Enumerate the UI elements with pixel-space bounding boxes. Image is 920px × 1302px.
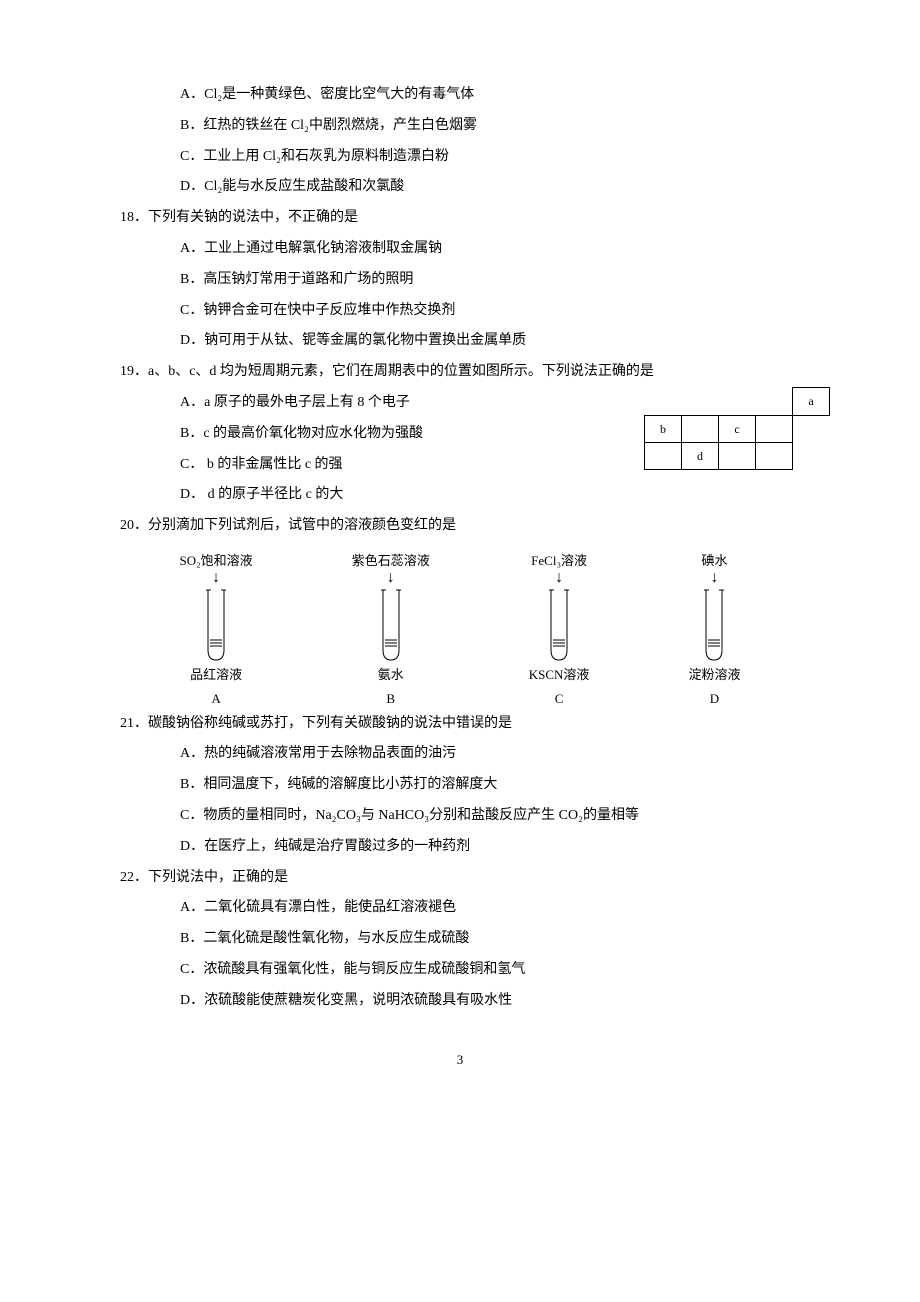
pt-empty xyxy=(719,388,756,415)
pt-empty xyxy=(645,388,682,415)
pt-cell-empty xyxy=(719,442,756,469)
tube-d-bottom-label: 淀粉溶液 xyxy=(688,666,740,684)
pt-cell-b: b xyxy=(645,415,682,442)
q22: 22．下列说法中，正确的是 A．二氧化硫具有漂白性，能使品红溶液褪色 B．二氧化… xyxy=(90,863,830,1017)
arrow-down-icon: ↓ xyxy=(710,570,718,586)
q21-option-c: C．物质的量相同时，Na₂CO₃与 NaHCO₃分别和盐酸反应产生 CO₂的量相… xyxy=(90,801,830,832)
pt-cell-c: c xyxy=(719,415,756,442)
q22-option-d: D．浓硫酸能使蔗糖炭化变黑，说明浓硫酸具有吸水性 xyxy=(90,986,830,1017)
pt-empty xyxy=(756,388,793,415)
test-tube-icon xyxy=(701,588,727,664)
q20-stem: 20．分别滴加下列试剂后，试管中的溶液颜色变红的是 xyxy=(120,511,830,542)
tube-d-top-label: 碘水 xyxy=(701,552,727,570)
tube-b-bottom-label: 氨水 xyxy=(378,666,404,684)
q17-options: A．Cl₂是一种黄绿色、密度比空气大的有毒气体 B．红热的铁丝在 Cl₂中剧烈燃… xyxy=(90,80,830,203)
q17-option-a: A．Cl₂是一种黄绿色、密度比空气大的有毒气体 xyxy=(90,80,830,111)
page-number: 3 xyxy=(90,1046,830,1075)
q21-option-d: D．在医疗上，纯碱是治疗胃酸过多的一种药剂 xyxy=(90,832,830,863)
tube-b-letter: B xyxy=(386,690,395,708)
tube-b-top-label: 紫色石蕊溶液 xyxy=(352,552,430,570)
pt-cell-a: a xyxy=(793,388,830,415)
q22-stem: 22．下列说法中，正确的是 xyxy=(120,863,830,894)
tube-b: 紫色石蕊溶液 ↓ 氨水 B xyxy=(352,552,430,709)
q18-option-d: D．钠可用于从钛、铌等金属的氯化物中置换出金属单质 xyxy=(90,326,830,357)
tube-a: SO₂饱和溶液 ↓ 品红溶液 A xyxy=(180,552,253,709)
q17-option-d: D．Cl₂能与水反应生成盐酸和次氯酸 xyxy=(90,172,830,203)
arrow-down-icon: ↓ xyxy=(387,570,395,586)
q18-stem: 18．下列有关钠的说法中，不正确的是 xyxy=(120,203,830,234)
pt-cell-d: d xyxy=(682,442,719,469)
q18-option-a: A．工业上通过电解氯化钠溶液制取金属钠 xyxy=(90,234,830,265)
test-tube-icon xyxy=(546,588,572,664)
test-tube-icon xyxy=(378,588,404,664)
q20: 20．分别滴加下列试剂后，试管中的溶液颜色变红的是 SO₂饱和溶液 ↓ 品红溶液… xyxy=(90,511,830,708)
q21-option-a: A．热的纯碱溶液常用于去除物品表面的油污 xyxy=(90,739,830,770)
tube-c-top-label: FeCl₃溶液 xyxy=(531,552,587,570)
tube-a-top-label: SO₂饱和溶液 xyxy=(180,552,253,570)
q19-option-d: D． d 的原子半径比 c 的大 xyxy=(90,480,830,511)
q18-option-b: B．高压钠灯常用于道路和广场的照明 xyxy=(90,265,830,296)
arrow-down-icon: ↓ xyxy=(212,570,220,586)
pt-cell-empty xyxy=(682,415,719,442)
tube-c-letter: C xyxy=(555,690,564,708)
q21: 21．碳酸钠俗称纯碱或苏打，下列有关碳酸钠的说法中错误的是 A．热的纯碱溶液常用… xyxy=(90,709,830,863)
q18-option-c: C．钠钾合金可在快中子反应堆中作热交换剂 xyxy=(90,296,830,327)
q22-option-c: C．浓硫酸具有强氧化性，能与铜反应生成硫酸铜和氢气 xyxy=(90,955,830,986)
q18: 18．下列有关钠的说法中，不正确的是 A．工业上通过电解氯化钠溶液制取金属钠 B… xyxy=(90,203,830,357)
tube-d-letter: D xyxy=(710,690,719,708)
pt-empty xyxy=(793,415,830,442)
pt-empty xyxy=(793,442,830,469)
q20-tubes-row: SO₂饱和溶液 ↓ 品红溶液 A 紫色石蕊溶液 ↓ 氨水 B FeCl₃溶液 ↓ xyxy=(90,542,830,709)
q17-option-b: B．红热的铁丝在 Cl₂中剧烈燃烧，产生白色烟雾 xyxy=(90,111,830,142)
test-tube-icon xyxy=(203,588,229,664)
q19: 19．a、b、c、d 均为短周期元素，它们在周期表中的位置如图所示。下列说法正确… xyxy=(90,357,830,511)
q22-option-b: B．二氧化硫是酸性氧化物，与水反应生成硫酸 xyxy=(90,924,830,955)
q21-option-b: B．相同温度下，纯碱的溶解度比小苏打的溶解度大 xyxy=(90,770,830,801)
pt-empty xyxy=(682,388,719,415)
pt-cell-empty xyxy=(756,415,793,442)
tube-a-letter: A xyxy=(211,690,220,708)
q22-option-a: A．二氧化硫具有漂白性，能使品红溶液褪色 xyxy=(90,893,830,924)
q19-stem: 19．a、b、c、d 均为短周期元素，它们在周期表中的位置如图所示。下列说法正确… xyxy=(120,357,830,388)
q21-stem: 21．碳酸钠俗称纯碱或苏打，下列有关碳酸钠的说法中错误的是 xyxy=(120,709,830,740)
q17-option-c: C．工业上用 Cl₂和石灰乳为原料制造漂白粉 xyxy=(90,142,830,173)
pt-cell-empty xyxy=(645,442,682,469)
tube-d: 碘水 ↓ 淀粉溶液 D xyxy=(688,552,740,709)
pt-cell-empty xyxy=(756,442,793,469)
tube-c-bottom-label: KSCN溶液 xyxy=(529,666,590,684)
tube-a-bottom-label: 品红溶液 xyxy=(190,666,242,684)
periodic-table-diagram: a b c d xyxy=(644,387,830,470)
tube-c: FeCl₃溶液 ↓ KSCN溶液 C xyxy=(529,552,590,709)
arrow-down-icon: ↓ xyxy=(555,570,563,586)
